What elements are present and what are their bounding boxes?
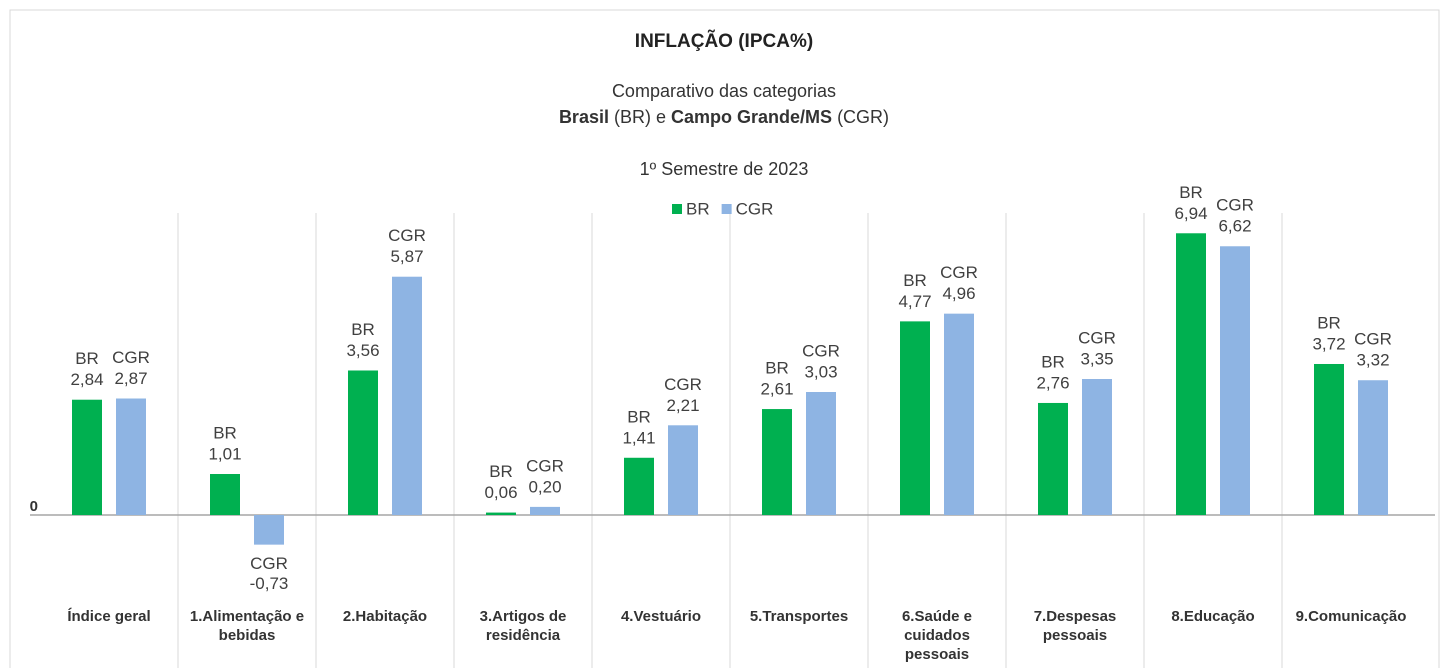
x-tick-label: 5.Transportes [750, 608, 848, 625]
data-label-name: CGR [112, 348, 150, 367]
data-label-name: CGR [802, 341, 840, 360]
data-label: 4,77 [898, 292, 931, 311]
legend-swatch [721, 204, 732, 214]
data-label: 2,21 [666, 396, 699, 415]
bar [486, 512, 516, 516]
x-tick-label: residência [486, 627, 561, 644]
chart-title: INFLAÇÃO (IPCA%) [635, 30, 813, 52]
legend-label: BR [686, 199, 710, 218]
data-label: 2,87 [114, 369, 147, 388]
data-label: 3,03 [804, 362, 837, 381]
data-label-name: CGR [664, 375, 702, 394]
subtitle-part: (BR) e [614, 107, 666, 127]
bar [624, 457, 654, 516]
data-label-name: BR [213, 423, 237, 442]
subtitle-part: (CGR) [837, 107, 889, 127]
data-label-name: CGR [526, 456, 564, 475]
bar [1176, 233, 1206, 516]
data-label-name: CGR [1354, 330, 1392, 349]
x-tick-label: 7.Despesas [1034, 608, 1117, 625]
data-label: 6,62 [1218, 217, 1251, 236]
data-label: 2,61 [760, 380, 793, 399]
legend-label: CGR [736, 199, 774, 218]
bar [668, 425, 698, 516]
data-label: 6,94 [1174, 204, 1207, 223]
data-label-name: BR [1317, 313, 1341, 332]
x-tick-label: 3.Artigos de [480, 608, 567, 625]
bar [72, 399, 102, 516]
data-label: 2,84 [70, 370, 103, 389]
data-label-name: CGR [940, 263, 978, 282]
data-label: 1,01 [208, 444, 241, 463]
data-label-name: BR [1041, 352, 1065, 371]
data-label: 3,32 [1356, 351, 1389, 370]
data-label: 3,72 [1312, 334, 1345, 353]
x-tick-label: cuidados [904, 627, 970, 644]
data-label: 0,20 [528, 477, 561, 496]
data-label: 0,06 [484, 483, 517, 502]
bar [900, 321, 930, 516]
x-tick-label: pessoais [905, 646, 969, 663]
x-tick-label: 6.Saúde e [902, 608, 972, 625]
data-label: -0,73 [250, 574, 289, 593]
data-label-name: CGR [1078, 328, 1116, 347]
subtitle-part: Brasil [559, 107, 609, 127]
subtitle: 1º Semestre de 2023 [640, 159, 809, 179]
x-tick-label: Índice geral [67, 608, 150, 625]
x-tick-label: 2.Habitação [343, 608, 427, 625]
data-label: 1,41 [622, 428, 655, 447]
y-tick-label: 0 [30, 498, 38, 515]
x-tick-label: 1.Alimentação e [190, 608, 304, 625]
data-label-name: BR [75, 349, 99, 368]
bar [1358, 380, 1388, 516]
bar [116, 398, 146, 516]
bar [1220, 246, 1250, 516]
bar [762, 409, 792, 516]
x-tick-label: pessoais [1043, 627, 1107, 644]
x-tick-label: bebidas [219, 627, 276, 644]
bar [392, 276, 422, 516]
data-label-name: BR [627, 407, 651, 426]
data-label: 2,76 [1036, 373, 1069, 392]
subtitle: Comparativo das categorias [612, 81, 836, 101]
data-label-name: BR [765, 359, 789, 378]
data-label-name: BR [1179, 183, 1203, 202]
bar [530, 506, 560, 516]
x-tick-label: 4.Vestuário [621, 608, 701, 625]
data-label-name: BR [489, 462, 513, 481]
bar [1038, 402, 1068, 516]
data-label-name: BR [903, 271, 927, 290]
data-label-name: CGR [1216, 196, 1254, 215]
bar [254, 515, 284, 545]
data-label: 3,35 [1080, 349, 1113, 368]
data-label-name: BR [351, 320, 375, 339]
data-label: 4,96 [942, 284, 975, 303]
x-tick-label: 8.Educação [1171, 608, 1254, 625]
legend-swatch [672, 204, 682, 214]
bar [210, 474, 240, 516]
subtitle-part: Campo Grande/MS [671, 107, 832, 127]
data-label-name: CGR [250, 554, 288, 573]
data-label: 5,87 [390, 247, 423, 266]
bar [348, 370, 378, 516]
data-label-name: CGR [388, 226, 426, 245]
bar [1082, 379, 1112, 516]
subtitle: Brasil (BR) e Campo Grande/MS (CGR) [559, 107, 889, 127]
data-label: 3,56 [346, 341, 379, 360]
x-tick-label: 9.Comunicação [1296, 608, 1407, 625]
bar [806, 392, 836, 516]
bar [1314, 363, 1344, 516]
bar [944, 313, 974, 516]
